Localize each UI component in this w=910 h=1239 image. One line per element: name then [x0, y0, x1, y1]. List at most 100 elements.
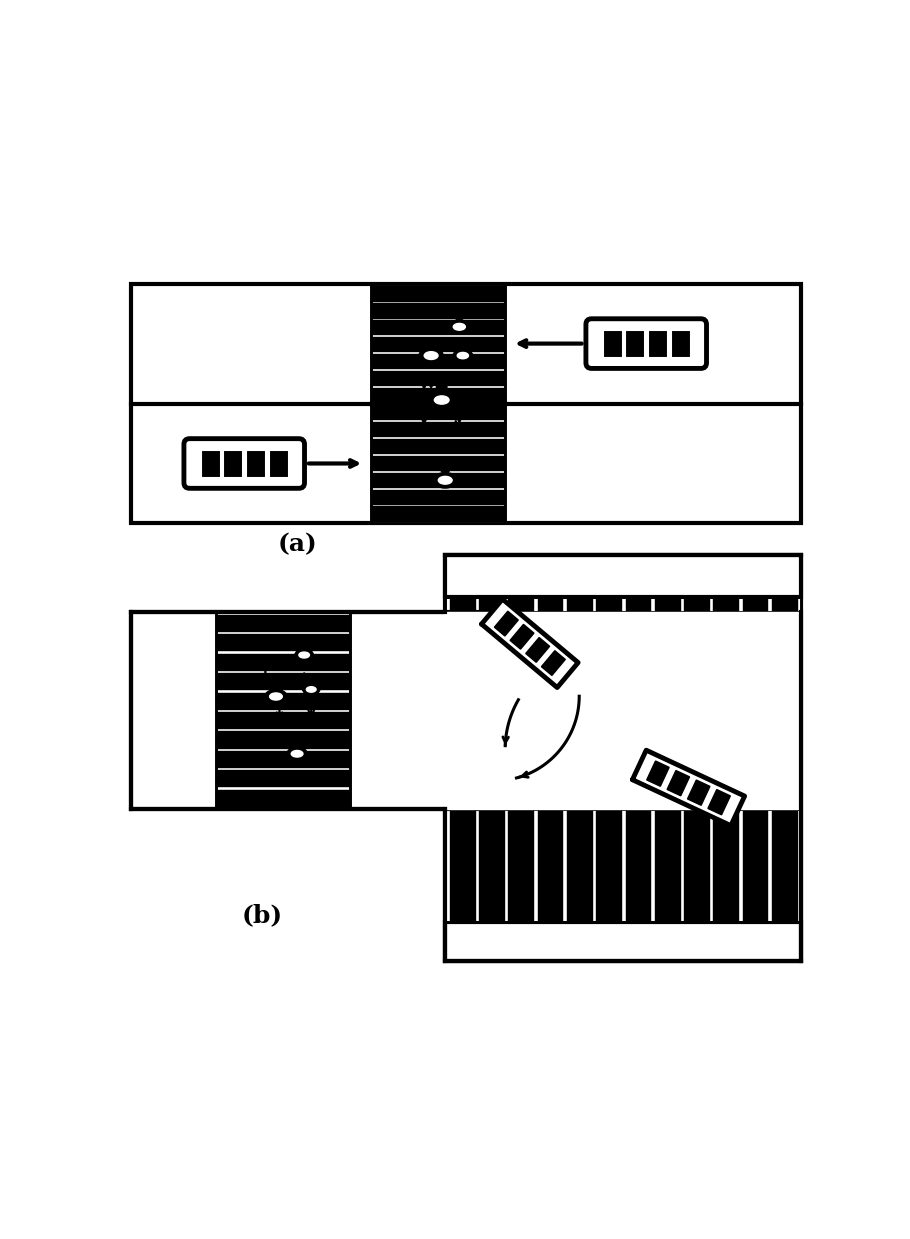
- Ellipse shape: [291, 751, 303, 757]
- Polygon shape: [216, 771, 350, 787]
- Bar: [445, 922, 802, 960]
- Polygon shape: [216, 731, 350, 747]
- Polygon shape: [480, 597, 504, 612]
- Polygon shape: [371, 421, 505, 436]
- Polygon shape: [538, 597, 562, 612]
- Polygon shape: [655, 597, 680, 612]
- Polygon shape: [541, 650, 565, 675]
- Circle shape: [436, 382, 448, 393]
- Polygon shape: [371, 320, 505, 335]
- Polygon shape: [743, 597, 767, 612]
- Bar: [270, 452, 286, 475]
- Polygon shape: [567, 597, 592, 612]
- Ellipse shape: [449, 320, 470, 333]
- Polygon shape: [708, 789, 731, 815]
- Circle shape: [308, 676, 315, 685]
- FancyBboxPatch shape: [586, 318, 706, 368]
- Bar: [131, 612, 498, 809]
- Polygon shape: [445, 612, 802, 809]
- Polygon shape: [371, 456, 505, 470]
- Circle shape: [292, 738, 302, 748]
- Polygon shape: [371, 472, 505, 487]
- Ellipse shape: [429, 392, 454, 409]
- Polygon shape: [371, 284, 505, 523]
- Polygon shape: [450, 809, 474, 922]
- Polygon shape: [713, 809, 738, 922]
- Polygon shape: [216, 712, 350, 729]
- Bar: [131, 284, 802, 523]
- Polygon shape: [216, 789, 350, 805]
- Polygon shape: [684, 597, 709, 612]
- Circle shape: [300, 642, 308, 650]
- Ellipse shape: [295, 649, 313, 660]
- Circle shape: [454, 311, 464, 321]
- Polygon shape: [655, 809, 680, 922]
- Polygon shape: [647, 761, 669, 787]
- Polygon shape: [371, 286, 505, 301]
- Polygon shape: [667, 771, 690, 795]
- Polygon shape: [526, 638, 550, 663]
- Ellipse shape: [269, 693, 282, 700]
- Polygon shape: [216, 693, 350, 709]
- Ellipse shape: [424, 352, 438, 359]
- Polygon shape: [445, 809, 802, 922]
- Ellipse shape: [419, 348, 443, 363]
- Polygon shape: [371, 439, 505, 453]
- Polygon shape: [216, 634, 350, 650]
- Polygon shape: [625, 597, 651, 612]
- Polygon shape: [450, 597, 474, 612]
- Polygon shape: [509, 809, 533, 922]
- Polygon shape: [596, 597, 621, 612]
- Polygon shape: [216, 615, 350, 631]
- Polygon shape: [371, 370, 505, 385]
- Text: (b): (b): [241, 903, 282, 927]
- Circle shape: [271, 680, 281, 690]
- Bar: [604, 332, 620, 356]
- Polygon shape: [371, 337, 505, 352]
- Polygon shape: [688, 781, 710, 805]
- Polygon shape: [371, 489, 505, 504]
- Bar: [672, 332, 688, 356]
- Polygon shape: [371, 388, 505, 403]
- Circle shape: [459, 341, 468, 351]
- Polygon shape: [509, 597, 533, 612]
- Bar: [650, 332, 665, 356]
- Polygon shape: [481, 600, 578, 688]
- Polygon shape: [216, 751, 350, 767]
- Ellipse shape: [298, 652, 309, 658]
- Polygon shape: [684, 809, 709, 922]
- Polygon shape: [216, 654, 350, 670]
- Ellipse shape: [287, 747, 308, 761]
- Bar: [203, 452, 217, 475]
- Ellipse shape: [433, 472, 458, 488]
- Polygon shape: [494, 611, 519, 636]
- Polygon shape: [371, 507, 505, 520]
- Polygon shape: [371, 304, 505, 317]
- Ellipse shape: [303, 684, 319, 695]
- Ellipse shape: [439, 476, 452, 484]
- Bar: [226, 452, 240, 475]
- Ellipse shape: [434, 396, 449, 404]
- Ellipse shape: [453, 323, 465, 331]
- Polygon shape: [772, 597, 797, 612]
- Bar: [248, 452, 263, 475]
- Bar: [445, 555, 802, 597]
- Ellipse shape: [457, 352, 469, 359]
- Polygon shape: [371, 354, 505, 368]
- Polygon shape: [216, 673, 350, 689]
- Polygon shape: [511, 624, 534, 649]
- Circle shape: [426, 338, 437, 349]
- Bar: [445, 555, 802, 960]
- Polygon shape: [743, 809, 767, 922]
- Circle shape: [440, 462, 450, 473]
- Polygon shape: [632, 750, 744, 825]
- Text: (a): (a): [278, 533, 317, 556]
- Polygon shape: [371, 405, 505, 419]
- FancyBboxPatch shape: [184, 439, 305, 488]
- Polygon shape: [216, 612, 350, 809]
- Polygon shape: [567, 809, 592, 922]
- Polygon shape: [625, 809, 651, 922]
- Polygon shape: [772, 809, 797, 922]
- Bar: [627, 332, 642, 356]
- Polygon shape: [596, 809, 621, 922]
